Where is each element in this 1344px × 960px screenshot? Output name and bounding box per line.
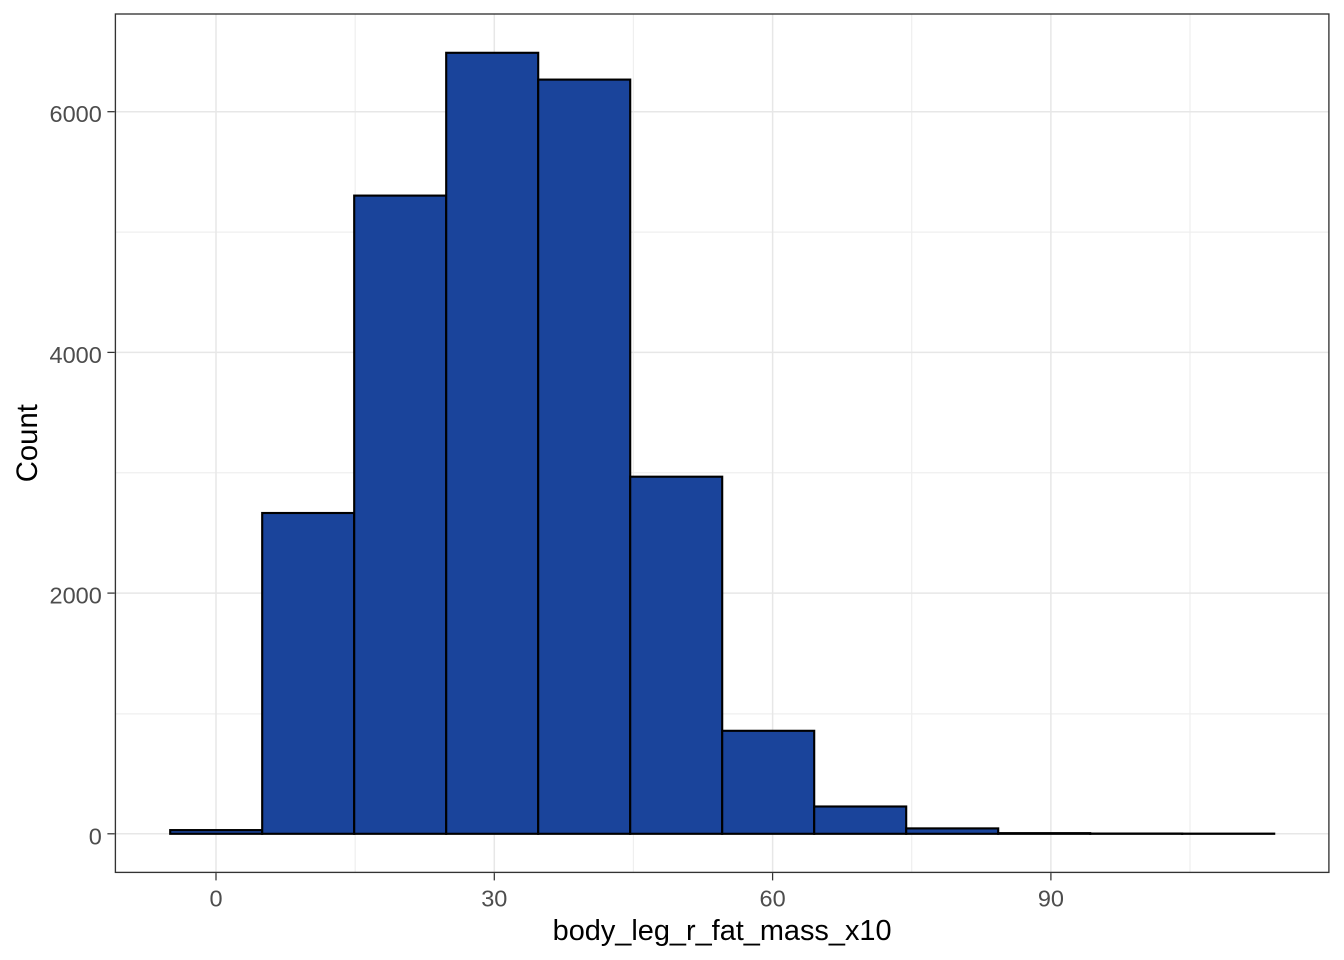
svg-text:0: 0 — [89, 823, 102, 849]
svg-text:6000: 6000 — [50, 101, 102, 127]
svg-text:body_leg_r_fat_mass_x10: body_leg_r_fat_mass_x10 — [553, 915, 892, 947]
svg-text:4000: 4000 — [50, 342, 102, 368]
svg-text:30: 30 — [481, 885, 507, 911]
svg-text:Count: Count — [11, 404, 44, 482]
svg-text:2000: 2000 — [50, 583, 102, 609]
svg-text:60: 60 — [760, 885, 786, 911]
svg-text:0: 0 — [209, 885, 222, 911]
svg-text:90: 90 — [1038, 885, 1064, 911]
